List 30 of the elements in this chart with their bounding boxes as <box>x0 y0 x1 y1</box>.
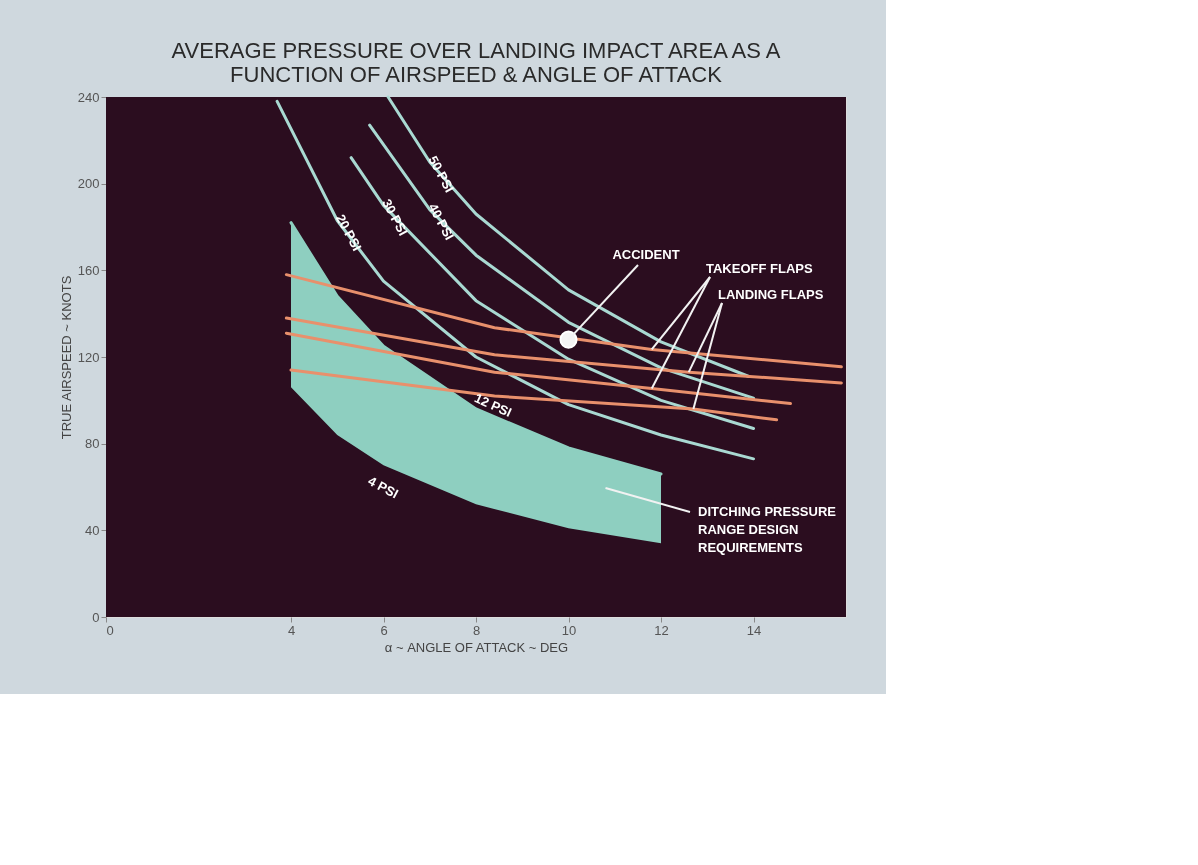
chart-title: AVERAGE PRESSURE OVER LANDING IMPACT AREA AS A FUNCTION OF AIRSPEED & ANGLE OF ATTACK <box>171 38 781 87</box>
line-series <box>284 316 843 385</box>
y-tick-label: 0 <box>92 609 100 625</box>
annotation: TAKEOFF FLAPS <box>706 261 813 276</box>
text: 12 PSI <box>472 390 514 420</box>
y-tick-label: 40 <box>85 522 100 538</box>
line-series <box>289 368 779 422</box>
annotation: 4 PSI <box>365 473 401 502</box>
line-series <box>284 273 843 369</box>
x-tick-label: 6 <box>380 622 388 638</box>
text: ACCIDENT <box>612 247 680 262</box>
y-tick-label: 80 <box>85 436 100 452</box>
annotation: LANDING FLAPS <box>718 287 824 302</box>
x-tick-label: 12 <box>654 622 669 638</box>
text: 30 PSI <box>379 196 411 239</box>
x-tick-label: 14 <box>746 622 762 638</box>
text: 40 PSI <box>425 200 458 243</box>
y-axis-title: TRUE AIRSPEED ~ KNOTS <box>58 275 74 440</box>
y-tick-label: 240 <box>77 89 100 105</box>
y-tick-label: 200 <box>77 176 100 192</box>
x-tick-label: 8 <box>472 622 481 638</box>
annotation: DITCHING PRESSURE RANGE DESIGN REQUIREMENTS <box>698 504 837 555</box>
text: 20 PSI <box>332 211 365 254</box>
x-tick-label: 4 <box>287 622 296 638</box>
y-tick-label: 120 <box>77 349 100 365</box>
text: 50 PSI <box>425 153 458 195</box>
x-tick-label: 10 <box>561 622 577 638</box>
x-axis-title: α ~ ANGLE OF ATTACK ~ DEG <box>384 639 569 655</box>
y-tick-label: 160 <box>77 262 100 278</box>
x-tick-label: 0 <box>106 622 114 638</box>
